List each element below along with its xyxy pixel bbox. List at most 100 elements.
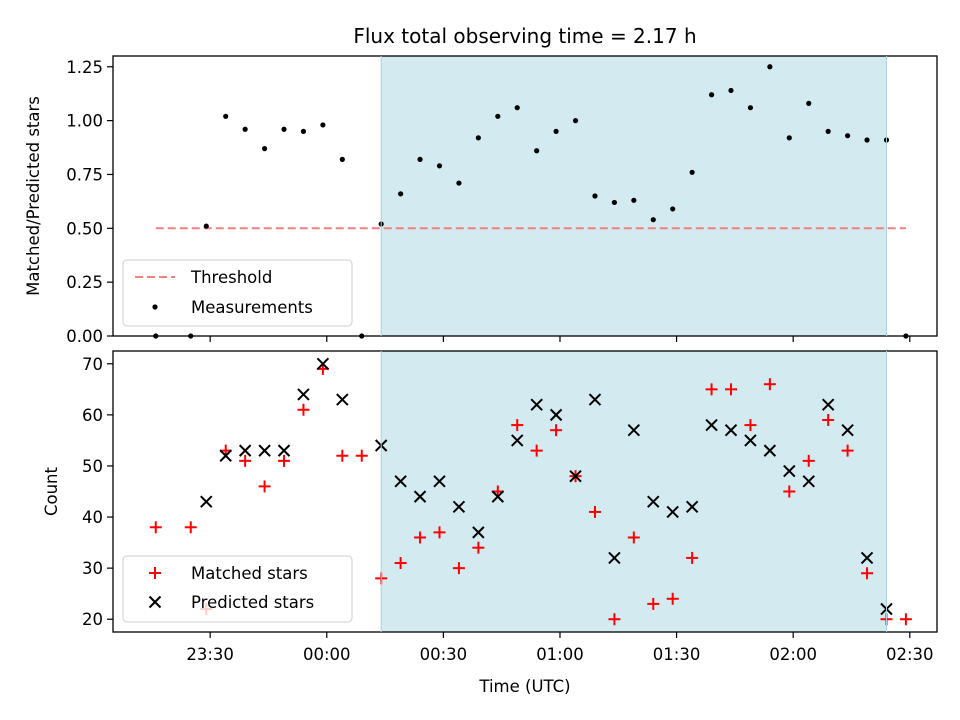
ratio-axes-frame <box>112 55 938 337</box>
measurement-point <box>320 122 326 128</box>
predicted-star-point <box>608 551 621 565</box>
measurement-point <box>242 126 248 132</box>
matched-star-point <box>802 454 815 467</box>
y-tick-label: 70 <box>82 355 103 374</box>
measurement-point <box>825 128 831 134</box>
measurement-point <box>456 180 462 186</box>
matched-star-point <box>239 454 252 467</box>
measurement-point <box>592 193 598 199</box>
measurement-point <box>728 87 734 94</box>
matched-star-point <box>433 526 446 539</box>
measurement-point <box>553 128 559 134</box>
x-tick-label: 00:30 <box>420 645 468 664</box>
y-tick-label: 30 <box>82 559 103 578</box>
matched-star-point <box>258 480 271 493</box>
matched-star-point <box>414 531 427 544</box>
matched-star-point <box>394 557 407 570</box>
matched-star-point <box>511 419 524 432</box>
count-y-axis-label: Count <box>42 466 61 516</box>
measurement-point <box>708 92 715 98</box>
predicted-star-point <box>297 388 310 401</box>
matched-star-point <box>278 454 291 467</box>
measurement-point <box>534 148 540 154</box>
predicted-star-point <box>724 423 738 437</box>
predicted-star-point <box>472 526 485 539</box>
matched-star-point <box>666 592 679 605</box>
predicted-star-point <box>433 475 446 488</box>
predicted-star-point <box>491 490 504 503</box>
legend-matched-label: Matched stars <box>191 564 308 583</box>
y-tick-label: 0.50 <box>66 219 103 238</box>
measurement-point <box>300 128 307 134</box>
predicted-star-point <box>705 418 718 432</box>
predicted-star-point <box>530 398 543 411</box>
measurement-point <box>281 126 287 132</box>
measurement-point <box>475 135 481 141</box>
predicted-star-point <box>549 408 563 422</box>
predicted-star-point <box>821 398 835 411</box>
legend-matched-swatch <box>149 567 161 579</box>
measurement-point <box>611 199 617 206</box>
ratio-panel: 0.00 0.25 0.50 0.75 1.00 1.25 Flux total obse… <box>24 24 938 346</box>
measurement-point <box>417 156 423 162</box>
measurement-point <box>689 169 695 175</box>
matched-star-point <box>336 449 349 462</box>
predicted-star-point <box>763 444 777 457</box>
matched-star-point <box>149 521 162 534</box>
legend-threshold-label: Threshold <box>190 268 272 287</box>
measurement-point <box>864 137 870 143</box>
predicted-star-point <box>511 434 524 447</box>
matched-star-point <box>822 413 835 426</box>
x-tick-label: 23:30 <box>186 645 234 664</box>
count-legend: Matched stars Predicted stars <box>122 555 353 623</box>
y-tick-label: 0.25 <box>66 273 103 292</box>
predicted-star-point <box>802 475 815 488</box>
legend-measurements-swatch <box>152 304 158 310</box>
predicted-star-point <box>452 500 466 514</box>
predicted-star-point <box>647 495 660 508</box>
x-tick-label: 02:00 <box>769 645 817 664</box>
matched-star-point <box>783 485 796 498</box>
matched-star-point <box>297 403 310 416</box>
y-tick-label: 1.00 <box>66 112 103 131</box>
predicted-star-point <box>238 444 252 457</box>
measurement-point <box>398 191 404 197</box>
x-tick-label: 02:30 <box>886 645 934 664</box>
observing-window-shade-bottom <box>381 351 887 632</box>
legend-plus-mark <box>149 567 161 579</box>
matched-star-point <box>647 597 660 610</box>
matched-star-point <box>608 613 621 626</box>
measurement-point <box>436 163 443 169</box>
predicted-star-point <box>841 423 854 437</box>
observing-window-shade <box>381 56 887 336</box>
predicted-star-point <box>277 444 291 457</box>
ratio-legend-box <box>122 259 353 327</box>
measurement-point <box>747 105 754 111</box>
predicted-star-point <box>588 393 602 406</box>
y-tick-label: 1.25 <box>66 58 103 77</box>
ratio-y-axis-label: Matched/Predicted stars <box>24 96 43 296</box>
ratio-legend: Threshold Measurements <box>122 259 353 327</box>
measurement-point <box>631 197 637 203</box>
predicted-star-point <box>627 423 641 437</box>
y-tick-label: 0.75 <box>66 165 103 184</box>
x-tick-label: 01:30 <box>653 645 701 664</box>
legend-measurements-label: Measurements <box>191 298 313 317</box>
predicted-star-point <box>569 469 582 483</box>
y-tick-label: 40 <box>82 508 103 527</box>
count-legend-box <box>122 555 353 623</box>
matched-star-point <box>550 424 563 437</box>
matched-star-point <box>530 444 543 457</box>
x-tick-label: 00:00 <box>303 645 351 664</box>
measurement-point <box>514 105 520 111</box>
measurement-point <box>650 217 656 223</box>
predicted-star-point <box>219 449 232 462</box>
predicted-star-point <box>258 444 271 457</box>
predicted-star-point <box>394 475 407 488</box>
predicted-star-point <box>666 505 679 519</box>
count-axes-frame <box>112 350 938 633</box>
predicted-star-point <box>860 551 874 565</box>
predicted-star-point <box>316 357 330 370</box>
matched-star-point <box>744 419 757 432</box>
